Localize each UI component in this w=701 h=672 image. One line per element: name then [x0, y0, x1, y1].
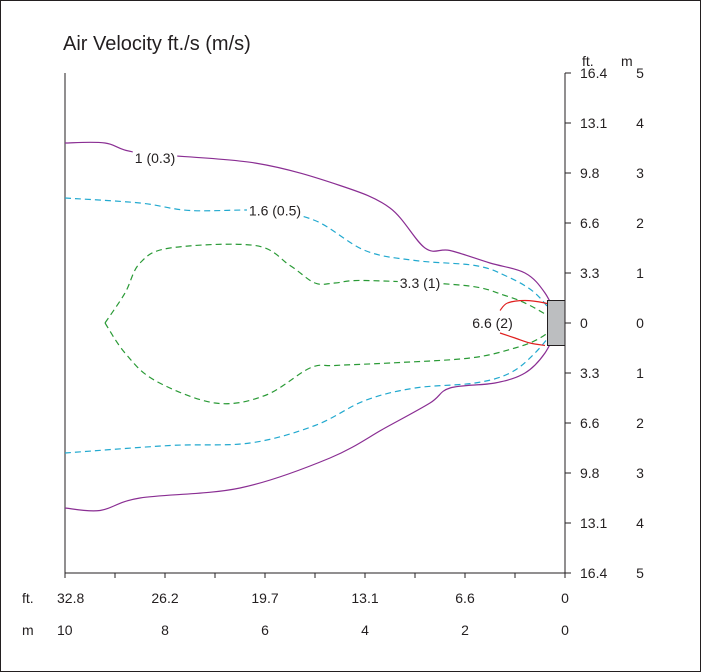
x-unit-ft-label: ft. — [22, 590, 34, 606]
y-tick-label-m: 1 — [636, 365, 644, 381]
y-tick-label-ft: 3.3 — [580, 365, 600, 381]
y-tick-label-ft: 0 — [580, 315, 588, 331]
chart-title: Air Velocity ft./s (m/s) — [63, 33, 251, 55]
x-tick-label-m: 2 — [461, 622, 469, 638]
y-tick-label-m: 5 — [636, 565, 644, 581]
contour-label: 6.6 (2) — [472, 315, 512, 331]
contour-label-background — [470, 315, 515, 331]
contour-lower-1 — [64, 322, 561, 454]
contour-label-background — [246, 202, 304, 219]
y-tick-label-m: 4 — [636, 515, 644, 531]
contour-label-background — [132, 150, 178, 166]
x-tick-label-ft: 19.7 — [251, 590, 278, 606]
contour-label: 1.6 (0.5) — [249, 203, 301, 219]
contour-lines — [64, 141, 566, 512]
x-tick-label-ft: 0 — [561, 590, 569, 606]
y-tick-label-ft: 9.8 — [580, 165, 600, 181]
contour-label: 1 (0.3) — [135, 150, 175, 166]
x-tick-label-m: 0 — [561, 622, 569, 638]
x-tick-label-m: 8 — [161, 622, 169, 638]
x-tick-label-m: 4 — [361, 622, 369, 638]
y-tick-label-m: 4 — [636, 115, 644, 131]
y-tick-label-m: 3 — [636, 165, 644, 181]
y-tick-label-m: 2 — [636, 415, 644, 431]
contour-upper-1 — [64, 197, 561, 324]
y-unit-m-label: m — [621, 53, 633, 69]
x-tick-label-ft: 32.8 — [57, 590, 84, 606]
contour-lower-0 — [64, 322, 561, 512]
contour-labels: 1 (0.3) 1.6 (0.5) 3.3 (1) 6.6 (2) — [132, 150, 515, 331]
y-tick-label-m: 0 — [636, 315, 644, 331]
contour-label-background — [397, 275, 443, 291]
x-tick-label-ft: 6.6 — [455, 590, 475, 606]
x-unit-m-label: m — [22, 622, 34, 638]
y-tick-label-ft: 6.6 — [580, 415, 600, 431]
y-tick-label-ft: 13.1 — [580, 515, 607, 531]
contour-lower-2 — [104, 322, 561, 405]
x-tick-label-m: 6 — [261, 622, 269, 638]
y-tick-label-m: 5 — [636, 65, 644, 81]
y-axis-ticks: 16.4 5 13.1 4 9.8 3 6.6 2 3.3 1 0 0 3.3 1 6.6 2 9.8 3 13.1… — [565, 65, 644, 581]
y-tick-label-m: 1 — [636, 265, 644, 281]
y-tick-label-ft: 6.6 — [580, 215, 600, 231]
x-tick-label-m: 10 — [57, 622, 73, 638]
y-tick-label-ft: 16.4 — [580, 565, 607, 581]
contour-upper-2 — [104, 243, 561, 324]
x-axis-ticks: 32.8 10 26.2 8 19.7 6 13.1 4 6.6 2 0 0 — [57, 573, 569, 638]
y-tick-label-ft: 3.3 — [580, 265, 600, 281]
y-tick-label-m: 2 — [636, 215, 644, 231]
x-tick-label-ft: 26.2 — [151, 590, 178, 606]
y-tick-label-ft: 13.1 — [580, 115, 607, 131]
y-unit-ft-label: ft. — [582, 53, 594, 69]
x-tick-label-ft: 13.1 — [351, 590, 378, 606]
y-tick-label-ft: 16.4 — [580, 65, 607, 81]
contour-label: 3.3 (1) — [400, 275, 440, 291]
y-tick-label-ft: 9.8 — [580, 465, 600, 481]
air-outlet-box — [547, 300, 566, 346]
contour-lower-3 — [499, 332, 546, 347]
y-tick-label-m: 3 — [636, 465, 644, 481]
